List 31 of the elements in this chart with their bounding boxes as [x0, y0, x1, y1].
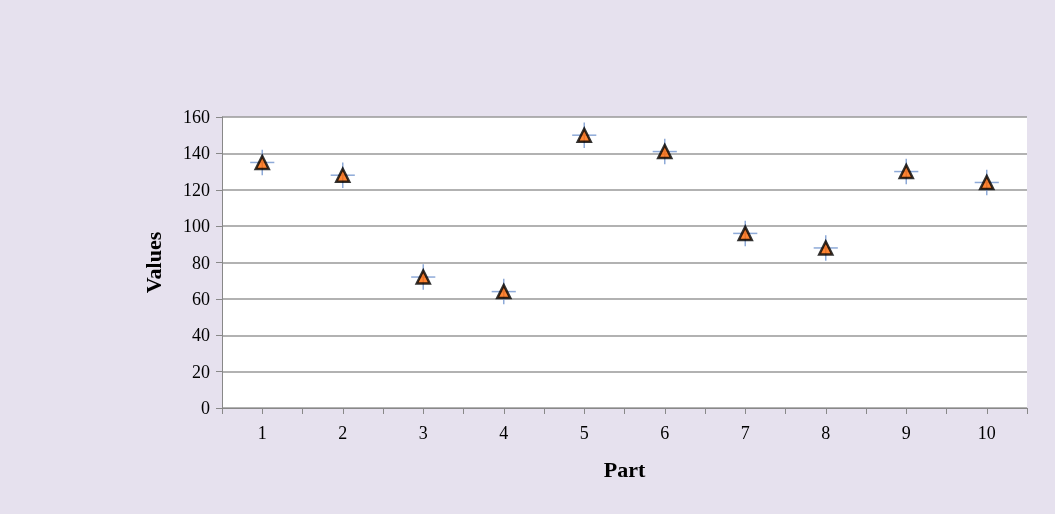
y-tick-label: 20: [192, 361, 210, 382]
point: [254, 154, 270, 171]
y-axis-title: Values: [140, 231, 166, 294]
x-tick-label: 5: [579, 423, 589, 443]
x-axis-title: Part: [603, 456, 646, 482]
point: [898, 163, 914, 180]
point: [335, 167, 351, 183]
x-tick-label: 8: [821, 423, 831, 443]
x-tick-label: 10: [977, 423, 996, 443]
y-tick-label: 0: [201, 398, 210, 418]
point: [415, 269, 431, 285]
point: [657, 143, 673, 160]
y-tick-label: 60: [192, 288, 210, 309]
y-tick-label: 40: [192, 325, 210, 346]
y-tick-label: 140: [183, 143, 210, 164]
x-tick-label: 4: [499, 423, 509, 443]
point: [979, 174, 995, 191]
y-tick-label: 160: [183, 107, 210, 127]
x-tick-label: 3: [418, 423, 428, 443]
y-tick-label: 100: [183, 216, 210, 237]
y-tick-label: 120: [183, 179, 210, 200]
point: [737, 225, 753, 242]
y-tick-label: 80: [192, 252, 210, 273]
x-tick-label: 1: [257, 423, 267, 443]
x-tick-label: 9: [901, 423, 911, 443]
x-tick-label: 6: [660, 423, 670, 443]
point: [818, 240, 834, 256]
x-tick-label: 2: [338, 423, 348, 443]
x-tick-label: 7: [740, 423, 750, 443]
point: [576, 127, 592, 143]
point: [496, 283, 512, 300]
